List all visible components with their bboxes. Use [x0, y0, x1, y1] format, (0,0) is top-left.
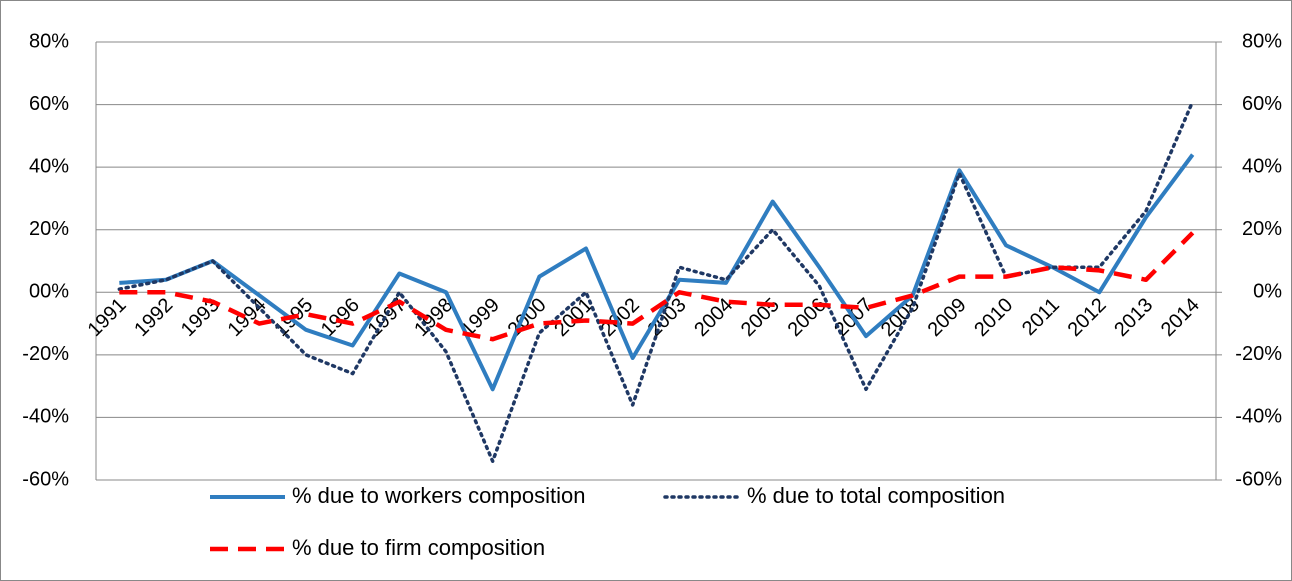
y2-tick-label: 40%: [1242, 155, 1282, 177]
y2-tick-label: -20%: [1235, 343, 1282, 365]
y2-tick-label: -40%: [1235, 406, 1282, 428]
legend-label: % due to total composition: [747, 483, 1005, 508]
y-tick-label: 80%: [29, 30, 69, 52]
data-line: [119, 153, 1195, 392]
y2-tick-label: 80%: [1242, 30, 1282, 52]
y-tick-label: -20%: [22, 343, 69, 365]
y-tick-label: 00%: [29, 281, 69, 303]
y-tick-label: -40%: [22, 406, 69, 428]
legend-label: % due to workers composition: [292, 483, 585, 508]
y2-tick-label: 60%: [1242, 93, 1282, 115]
y2-tick-label: 20%: [1242, 218, 1282, 240]
y-tick-label: -60%: [22, 468, 69, 490]
y-tick-label: 40%: [29, 155, 69, 177]
y2-tick-label: -60%: [1235, 468, 1282, 490]
data-line: [119, 231, 1195, 342]
legend: % due to workers composition % due to tot…: [210, 483, 1005, 560]
y-tick-label: 20%: [29, 218, 69, 240]
y-tick-label: 60%: [29, 93, 69, 115]
legend-label: % due to firm composition: [292, 535, 545, 560]
y2-tick-label: 0%: [1253, 281, 1282, 303]
